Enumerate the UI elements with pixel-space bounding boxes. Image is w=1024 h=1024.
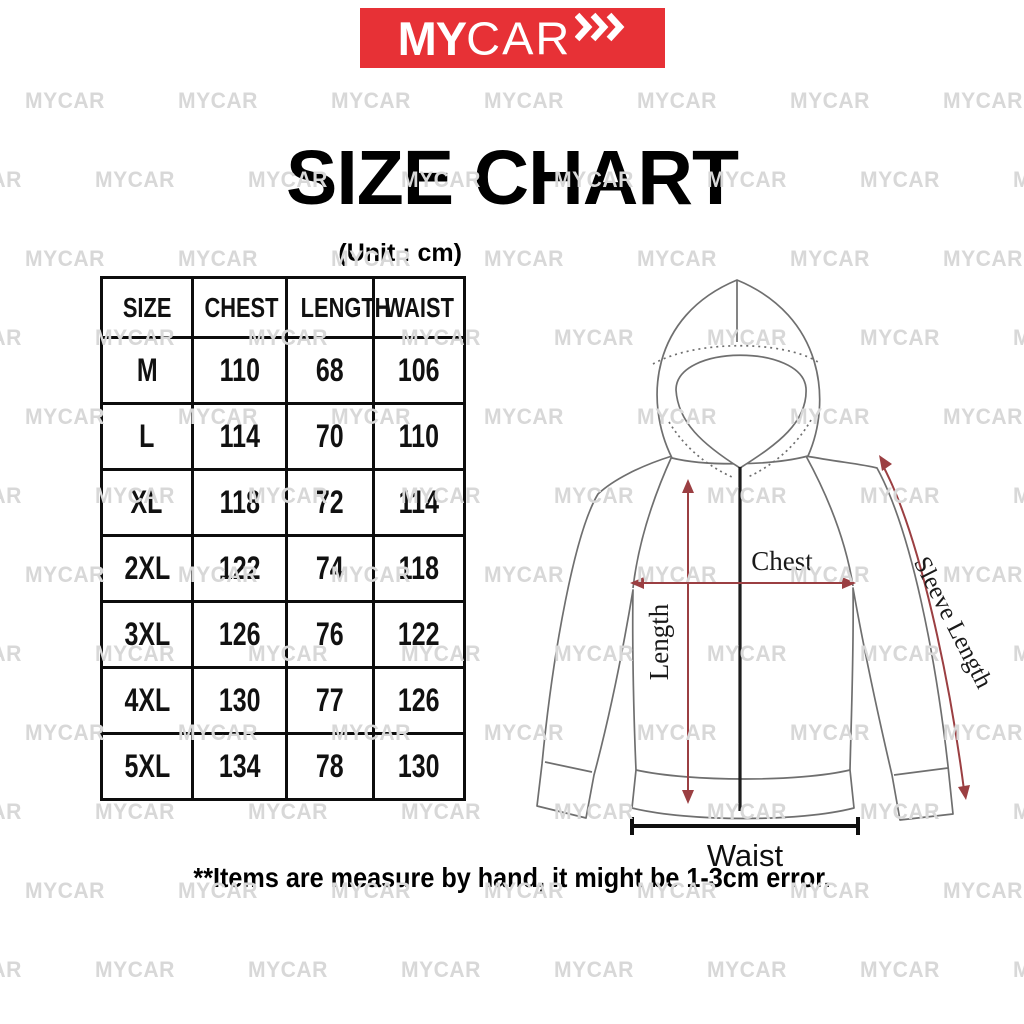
hoodie-outline	[536, 279, 954, 821]
watermark-text: MYCAR	[1013, 957, 1024, 983]
cell-waist: 114	[398, 484, 440, 520]
watermark-text: MYCAR	[401, 957, 481, 982]
watermark-text: MYCAR	[0, 957, 22, 982]
cell-size: XL	[130, 484, 163, 520]
watermark-text: MYCAR	[0, 641, 22, 666]
watermark-text: MYCAR	[25, 88, 105, 113]
size-chart-table: SIZE CHEST LENGTH WAIST M 110 68 106 L 1…	[100, 276, 466, 801]
column-header-chest: CHEST	[204, 291, 279, 323]
cell-length: 70	[316, 418, 344, 454]
table-row: M 110 68 106	[100, 336, 466, 405]
table-row: L 114 70 110	[100, 402, 466, 471]
watermark-text: MYCAR	[484, 88, 564, 113]
cell-length: 68	[316, 352, 344, 388]
waist-label: Waist	[707, 838, 784, 870]
cell-waist: 130	[398, 748, 440, 784]
chest-label: Chest	[751, 546, 813, 576]
waist-measure-bar	[630, 817, 860, 835]
watermark-text: MYCAR	[707, 957, 787, 982]
cell-chest: 130	[218, 682, 261, 718]
watermark-text: MYCAR	[943, 246, 1023, 271]
cell-waist: 118	[398, 550, 440, 586]
table-header-row: SIZE CHEST LENGTH WAIST	[100, 276, 466, 339]
watermark-text: MYCAR	[943, 88, 1023, 113]
cell-chest: 126	[218, 616, 261, 652]
watermark-text: MYCAR	[554, 957, 634, 982]
watermark-text: MYCAR	[95, 799, 175, 824]
brand-logo: MY CAR	[360, 8, 665, 68]
watermark-text: MYCAR	[401, 799, 481, 824]
cell-length: 78	[316, 748, 344, 784]
watermark-text: MYCAR	[25, 246, 105, 271]
watermark-text: MYCAR	[484, 246, 564, 271]
triple-right-chevron-icon	[575, 12, 625, 42]
table-row: 5XL 134 78 130	[100, 732, 466, 801]
brand-wordmark: MY CAR	[398, 15, 572, 62]
cell-waist: 122	[398, 616, 440, 652]
cell-chest: 118	[219, 484, 260, 520]
column-header-size: SIZE	[122, 291, 172, 323]
watermark-text: MYCAR	[248, 799, 328, 824]
cell-length: 72	[316, 484, 344, 520]
table-row: 4XL 130 77 126	[100, 666, 466, 735]
table-row: 2XL 122 74 118	[100, 534, 466, 603]
cell-length: 74	[316, 550, 344, 586]
watermark-text: MYCAR	[790, 88, 870, 113]
watermark-text: MYCAR	[248, 957, 328, 982]
cell-size: 3XL	[123, 616, 170, 652]
hoodie-measurement-diagram: Chest Length Sleeve Length Waist	[536, 279, 998, 870]
footnote: **Items are measure by hand, it might be…	[0, 862, 1024, 894]
watermark-text: MYCAR	[331, 88, 411, 113]
watermark-text: MYCAR	[0, 483, 22, 508]
cell-size: M	[136, 352, 158, 388]
watermark-text: MYCAR	[0, 799, 22, 824]
unit-label: (Unit : cm)	[338, 239, 462, 267]
watermark-text: MYCAR	[95, 957, 175, 982]
cell-chest: 114	[219, 418, 260, 454]
cell-waist: 126	[398, 682, 440, 718]
watermark-text: MYCAR	[0, 325, 22, 350]
column-header-length: LENGTH	[300, 291, 391, 323]
cell-size: 2XL	[123, 550, 170, 586]
cell-waist: 110	[398, 418, 440, 454]
watermark-text: MYCAR	[790, 246, 870, 271]
brand-text-light: CAR	[466, 12, 572, 64]
cell-length: 76	[316, 616, 344, 652]
watermark-text: MYCAR	[25, 404, 105, 429]
footnote-text: **Items are measure by hand, it might be…	[193, 862, 831, 893]
length-label: Length	[644, 603, 674, 680]
cell-length: 77	[316, 682, 344, 718]
measurement-arrows	[630, 455, 970, 804]
cell-size: L	[139, 418, 155, 454]
watermark-text: MYCAR	[178, 88, 258, 113]
cell-chest: 122	[218, 550, 261, 586]
cell-size: 5XL	[123, 748, 170, 784]
column-header-waist: WAIST	[384, 291, 455, 323]
watermark-text: MYCAR	[25, 562, 105, 587]
cell-chest: 110	[219, 352, 260, 388]
brand-text-bold: MY	[397, 11, 467, 65]
watermark-text: MYCAR	[637, 88, 717, 113]
watermark-text: MYCAR	[860, 957, 940, 982]
table-row: 3XL 126 76 122	[100, 600, 466, 669]
cell-waist: 106	[398, 352, 440, 388]
watermark-text: MYCAR	[25, 720, 105, 745]
watermark-text: MYCAR	[637, 246, 717, 271]
table-row: XL 118 72 114	[100, 468, 466, 537]
cell-size: 4XL	[123, 682, 170, 718]
cell-chest: 134	[218, 748, 261, 784]
page-title: SIZE CHART	[286, 135, 739, 221]
